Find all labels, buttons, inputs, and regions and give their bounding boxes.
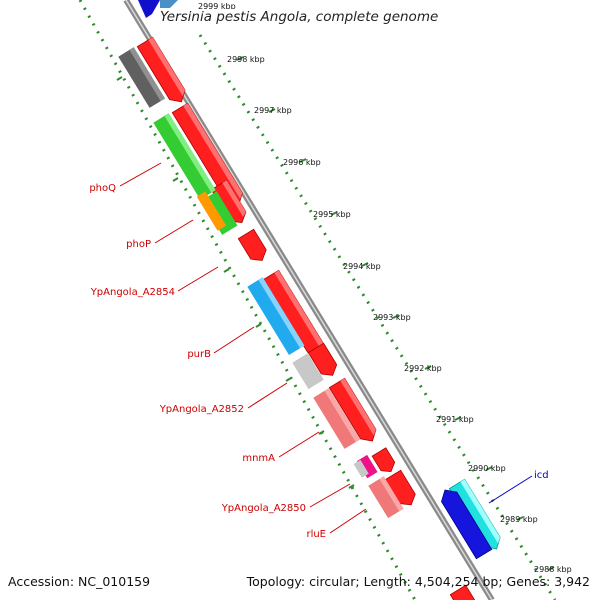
tick-label-2991: 2991 kbp bbox=[436, 415, 474, 424]
gene-label-phoQ: phoQ bbox=[89, 183, 116, 194]
reverse-features bbox=[118, 47, 493, 560]
gene-label-YpAngola_A2854: YpAngola_A2854 bbox=[90, 287, 175, 298]
tick-label-2999: 2999 kbp bbox=[198, 2, 236, 11]
gene-label-icd: icd bbox=[534, 470, 549, 481]
gene-box-purB bbox=[247, 277, 305, 355]
map-title: Yersinia pestis Angola, complete genome bbox=[158, 9, 441, 25]
gene-box bbox=[356, 454, 378, 479]
genome-backbone bbox=[123, 0, 495, 600]
tick-labels: 2999 kbp 2998 kbp 2997 kbp 2996 kbp 2995… bbox=[198, 2, 572, 574]
tick-label-2996: 2996 kbp bbox=[283, 158, 321, 167]
inner-track-ticks bbox=[116, 76, 355, 489]
outer-track-ticks bbox=[236, 56, 555, 571]
gene-arrow bbox=[384, 469, 416, 506]
gene-box bbox=[118, 47, 165, 108]
gene-arrow-icd-reverse bbox=[441, 489, 493, 560]
gene-arrow bbox=[371, 447, 396, 473]
gene-labels: phoQ phoP YpAngola_A2854 purB YpAngola_A… bbox=[89, 183, 548, 540]
tick-label-2990: 2990 kbp bbox=[468, 464, 506, 473]
gene-box-mnmA bbox=[313, 388, 360, 449]
gene-label-YpAngola_A2850: YpAngola_A2850 bbox=[221, 503, 306, 514]
gene-arrow bbox=[307, 342, 338, 376]
gene-box-rluE bbox=[368, 476, 404, 519]
tick-label-2997: 2997 kbp bbox=[254, 106, 292, 115]
tick-label-2992: 2992 kbp bbox=[404, 364, 442, 373]
tick-label-2993: 2993 kbp bbox=[373, 313, 411, 322]
gene-arrow bbox=[136, 36, 186, 103]
accession-text: Accession: NC_010159 bbox=[8, 574, 151, 589]
forward-features bbox=[136, 36, 501, 600]
outer-tick-track bbox=[198, 34, 557, 600]
gene-arrow bbox=[237, 228, 267, 261]
top-partial-feature bbox=[138, 0, 178, 18]
gene-label-YpAngola_A2852: YpAngola_A2852 bbox=[159, 404, 244, 415]
tick-label-2988: 2988 kbp bbox=[534, 565, 572, 574]
gene-label-phoP: phoP bbox=[126, 239, 151, 250]
gene-label-mnmA: mnmA bbox=[242, 453, 275, 464]
gene-box bbox=[353, 459, 369, 478]
inner-tick-track bbox=[78, 0, 417, 600]
gene-box-phoQ bbox=[153, 113, 216, 200]
tick-label-2989: 2989 kbp bbox=[500, 515, 538, 524]
gene-label-rluE: rluE bbox=[306, 529, 326, 540]
tick-label-2995: 2995 kbp bbox=[313, 210, 351, 219]
genome-summary-text: Topology: circular; Length: 4,504,254 bp… bbox=[246, 574, 590, 589]
tick-label-2994: 2994 kbp bbox=[343, 262, 381, 271]
gene-label-purB: purB bbox=[187, 349, 211, 360]
gene-box-phoP-orange bbox=[196, 191, 227, 231]
tick-label-2998: 2998 kbp bbox=[227, 55, 265, 64]
gene-arrow bbox=[449, 584, 480, 600]
gene-arrow bbox=[328, 377, 377, 442]
label-leaders bbox=[119, 162, 533, 534]
gene-box bbox=[292, 353, 324, 390]
